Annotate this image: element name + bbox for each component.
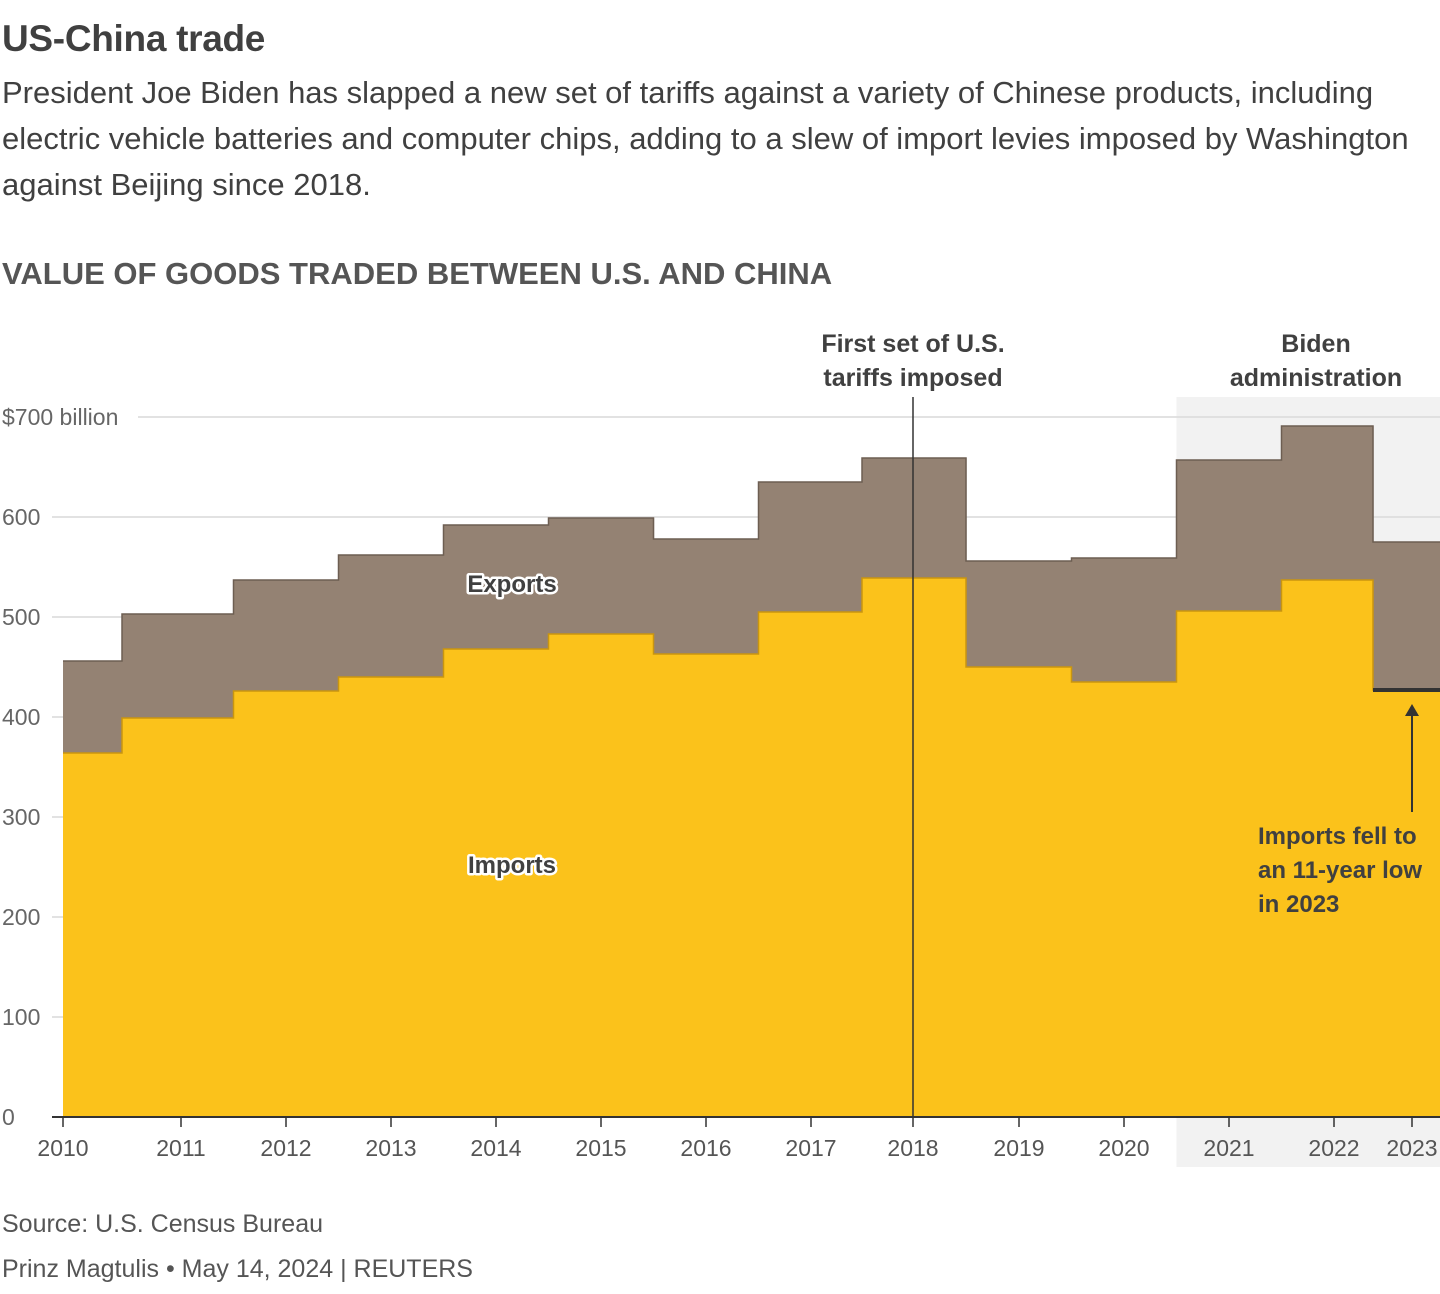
- x-tick-label: 2012: [260, 1135, 311, 1161]
- export-bar-2020: [1071, 558, 1178, 682]
- import-bar-2016: [653, 654, 760, 1117]
- x-tick-label: 2016: [680, 1135, 731, 1161]
- export-bar-2019: [966, 561, 1073, 667]
- export-bar-2022: [1281, 426, 1374, 580]
- export-bar-2012: [233, 580, 340, 691]
- credit-line: Prinz Magtulis • May 14, 2024 | REUTERS: [2, 1255, 473, 1283]
- export-bar-2017: [758, 482, 863, 612]
- x-tick-label: 2015: [575, 1135, 626, 1161]
- dek: President Joe Biden has slapped a new se…: [2, 75, 1409, 202]
- x-tick-label: 2010: [37, 1135, 88, 1161]
- y-tick-label: 500: [2, 604, 40, 630]
- low-annotation-line: in 2023: [1258, 891, 1339, 918]
- x-tick-label: 2021: [1203, 1135, 1254, 1161]
- low-annotation-line: Imports fell to: [1258, 823, 1417, 850]
- export-bar-2021: [1176, 460, 1283, 611]
- import-bar-2012: [233, 691, 340, 1117]
- y-tick-label: 400: [2, 704, 40, 730]
- x-tick-label: 2011: [156, 1135, 205, 1161]
- imports-outline: [63, 577, 1440, 754]
- tariff-annotation-line: First set of U.S.: [821, 330, 1004, 358]
- exports-series-label-halo: Exports: [467, 571, 556, 598]
- export-bar-2018: [862, 458, 967, 578]
- biden-annotation-line: Biden: [1281, 330, 1350, 358]
- y-tick-label: 100: [2, 1004, 40, 1030]
- import-bar-2018: [862, 578, 967, 1117]
- import-bar-2020: [1071, 682, 1178, 1117]
- x-tick-label: 2023: [1386, 1135, 1437, 1161]
- imports-series-label-halo: Imports: [468, 852, 556, 879]
- import-bar-2013: [338, 677, 445, 1117]
- source-note: Source: U.S. Census Bureau: [2, 1210, 323, 1238]
- y-tick-label: $700 billion: [2, 404, 118, 430]
- import-bar-2010: [63, 753, 123, 1117]
- y-tick-label: 300: [2, 804, 40, 830]
- x-tick-label: 2018: [887, 1135, 938, 1161]
- import-bar-2011: [122, 718, 235, 1117]
- import-bar-2019: [966, 667, 1073, 1117]
- export-bar-2016: [653, 539, 760, 654]
- x-tick-label: 2017: [785, 1135, 836, 1161]
- x-tick-label: 2022: [1308, 1135, 1359, 1161]
- import-bar-2021: [1176, 611, 1283, 1117]
- y-tick-label: 0: [2, 1104, 15, 1130]
- export-bar-2010: [63, 661, 123, 753]
- export-bar-2023: [1373, 542, 1440, 690]
- low-arrow-head: [1405, 704, 1419, 716]
- export-bar-2013: [338, 555, 445, 677]
- low-annotation-line: an 11-year low: [1258, 857, 1422, 884]
- x-tick-label: 2013: [365, 1135, 416, 1161]
- x-tick-label: 2020: [1098, 1135, 1149, 1161]
- export-bar-2011: [122, 614, 235, 718]
- y-tick-label: 200: [2, 904, 40, 930]
- import-bar-2023: [1373, 690, 1440, 1117]
- export-bar-2014: [443, 525, 550, 649]
- imports-series-label: Imports: [468, 852, 556, 879]
- y-tick-label: 600: [2, 504, 40, 530]
- import-bar-2015: [548, 634, 655, 1117]
- import-bar-2022: [1281, 580, 1374, 1117]
- x-tick-label: 2014: [470, 1135, 521, 1161]
- chart-title: VALUE OF GOODS TRADED BETWEEN U.S. AND C…: [2, 256, 833, 291]
- import-bar-2014: [443, 649, 550, 1117]
- tariff-annotation-line: tariffs imposed: [823, 364, 1002, 392]
- biden-annotation-line: administration: [1230, 364, 1402, 392]
- exports-series-label: Exports: [467, 571, 556, 598]
- x-tick-label: 2019: [993, 1135, 1044, 1161]
- export-bar-2015: [548, 518, 655, 634]
- headline: US-China trade: [2, 18, 266, 59]
- import-bar-2017: [758, 612, 863, 1117]
- total-outline: [63, 425, 1440, 662]
- trade-chart: 2010 2011 2012 2013 2014 2015 2016 2017 2018 2019…: [2, 330, 1440, 1167]
